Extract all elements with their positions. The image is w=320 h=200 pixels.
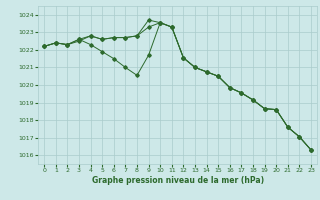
X-axis label: Graphe pression niveau de la mer (hPa): Graphe pression niveau de la mer (hPa): [92, 176, 264, 185]
